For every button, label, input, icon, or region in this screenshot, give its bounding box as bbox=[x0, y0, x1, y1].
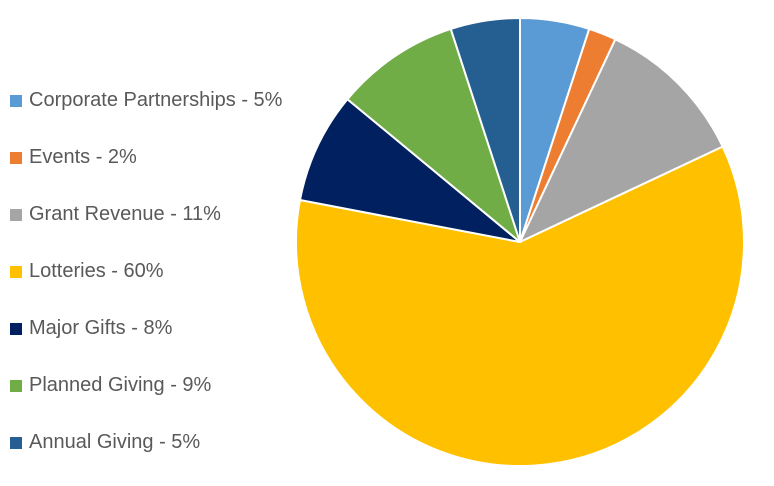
legend-swatch bbox=[10, 379, 22, 392]
legend-label: Planned Giving - 9% bbox=[29, 374, 212, 396]
chart-legend: Corporate Partnerships - 5% Events - 2% … bbox=[10, 72, 310, 471]
legend-label: Corporate Partnerships - 5% bbox=[29, 89, 283, 111]
pie-slice-6 bbox=[449, 17, 521, 243]
legend-swatch bbox=[10, 265, 22, 278]
pie-slice-2 bbox=[519, 38, 724, 243]
legend-swatch bbox=[10, 94, 22, 107]
legend-item-major-gifts: Major Gifts - 8% bbox=[10, 300, 310, 357]
legend-label: Annual Giving - 5% bbox=[29, 431, 201, 453]
legend-item-grant-revenue: Grant Revenue - 11% bbox=[10, 186, 310, 243]
legend-item-corporate-partnerships: Corporate Partnerships - 5% bbox=[10, 72, 310, 129]
legend-label: Major Gifts - 8% bbox=[29, 317, 173, 339]
pie-plot bbox=[295, 17, 745, 467]
legend-item-events: Events - 2% bbox=[10, 129, 310, 186]
pie-slice-3 bbox=[295, 145, 745, 467]
legend-label: Lotteries - 60% bbox=[29, 260, 164, 282]
legend-swatch bbox=[10, 322, 22, 335]
pie-slice-5 bbox=[346, 27, 521, 243]
legend-label: Events - 2% bbox=[29, 146, 137, 168]
legend-item-planned-giving: Planned Giving - 9% bbox=[10, 357, 310, 414]
legend-item-lotteries: Lotteries - 60% bbox=[10, 243, 310, 300]
legend-item-annual-giving: Annual Giving - 5% bbox=[10, 414, 310, 471]
legend-swatch bbox=[10, 151, 22, 164]
legend-label: Grant Revenue - 11% bbox=[29, 203, 221, 225]
legend-swatch bbox=[10, 208, 22, 221]
pie-slice-4 bbox=[298, 98, 521, 243]
legend-swatch bbox=[10, 436, 22, 449]
